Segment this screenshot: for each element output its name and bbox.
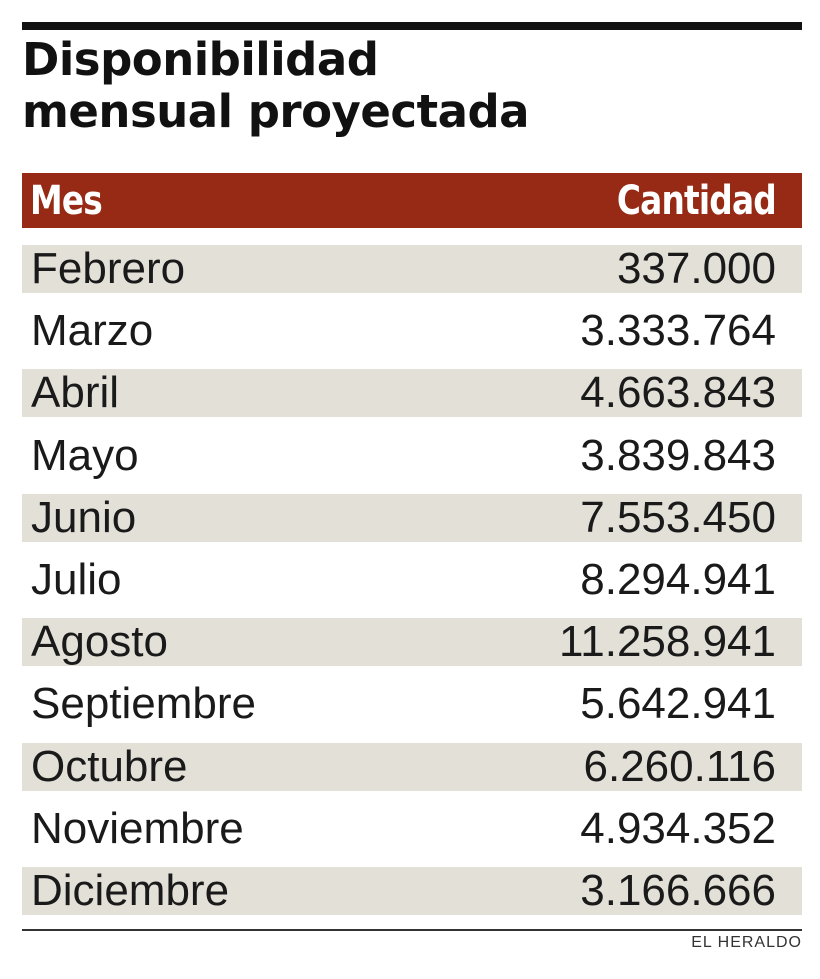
cell-quantity: 3.166.666 — [580, 865, 776, 915]
table-row: Abril 4.663.843 — [22, 368, 802, 418]
cell-quantity: 11.258.941 — [559, 617, 776, 667]
data-table: Mes Cantidad Febrero 337.000 Marzo 3.333.76… — [22, 173, 802, 929]
cell-quantity: 337.000 — [616, 244, 776, 293]
table-row: Marzo 3.333.764 — [22, 306, 802, 356]
column-header-mes: Mes — [30, 177, 103, 224]
bottom-rule — [22, 929, 802, 931]
table-row: Octubre 6.260.116 — [22, 741, 802, 791]
cell-quantity: 8.294.941 — [580, 554, 776, 604]
cell-month: Agosto — [31, 617, 168, 667]
cell-month: Julio — [31, 554, 122, 604]
cell-quantity: 4.934.352 — [580, 803, 776, 853]
top-rule — [22, 22, 802, 30]
source-credit: EL HERALDO — [691, 934, 802, 951]
cell-month: Octubre — [31, 741, 188, 791]
cell-quantity: 5.642.941 — [580, 679, 776, 729]
title-line-1: Disponibilidad — [22, 33, 379, 86]
cell-month: Diciembre — [31, 865, 230, 915]
table-header-row: Mes Cantidad — [22, 173, 802, 228]
table-row: Diciembre 3.166.666 — [22, 865, 802, 915]
table-row: Mayo 3.839.843 — [22, 430, 802, 480]
cell-month: Marzo — [31, 306, 154, 356]
title-line-2: mensual proyectada — [22, 85, 530, 138]
cell-quantity: 6.260.116 — [583, 741, 776, 791]
cell-quantity: 4.663.843 — [580, 368, 776, 418]
cell-month: Mayo — [31, 430, 139, 480]
cell-month: Junio — [31, 492, 137, 542]
cell-quantity: 3.839.843 — [580, 430, 776, 480]
cell-month: Noviembre — [31, 803, 244, 853]
cell-month: Febrero — [31, 244, 186, 293]
table-row: Septiembre 5.642.941 — [22, 679, 802, 729]
cell-quantity: 7.553.450 — [580, 492, 776, 542]
column-header-cantidad: Cantidad — [616, 177, 777, 224]
table-row: Noviembre 4.934.352 — [22, 803, 802, 853]
cell-quantity: 3.333.764 — [580, 306, 776, 356]
table-row: Agosto 11.258.941 — [22, 617, 802, 667]
table-row: Febrero 337.000 — [22, 244, 802, 293]
table-row: Junio 7.553.450 — [22, 492, 802, 542]
cell-month: Abril — [31, 368, 120, 418]
table-row: Julio 8.294.941 — [22, 554, 802, 604]
cell-month: Septiembre — [31, 679, 257, 729]
page-title: Disponibilidad mensual proyectada — [22, 34, 802, 138]
table-body: Febrero 337.000 Marzo 3.333.764 Abril 4.663.8… — [22, 244, 802, 915]
